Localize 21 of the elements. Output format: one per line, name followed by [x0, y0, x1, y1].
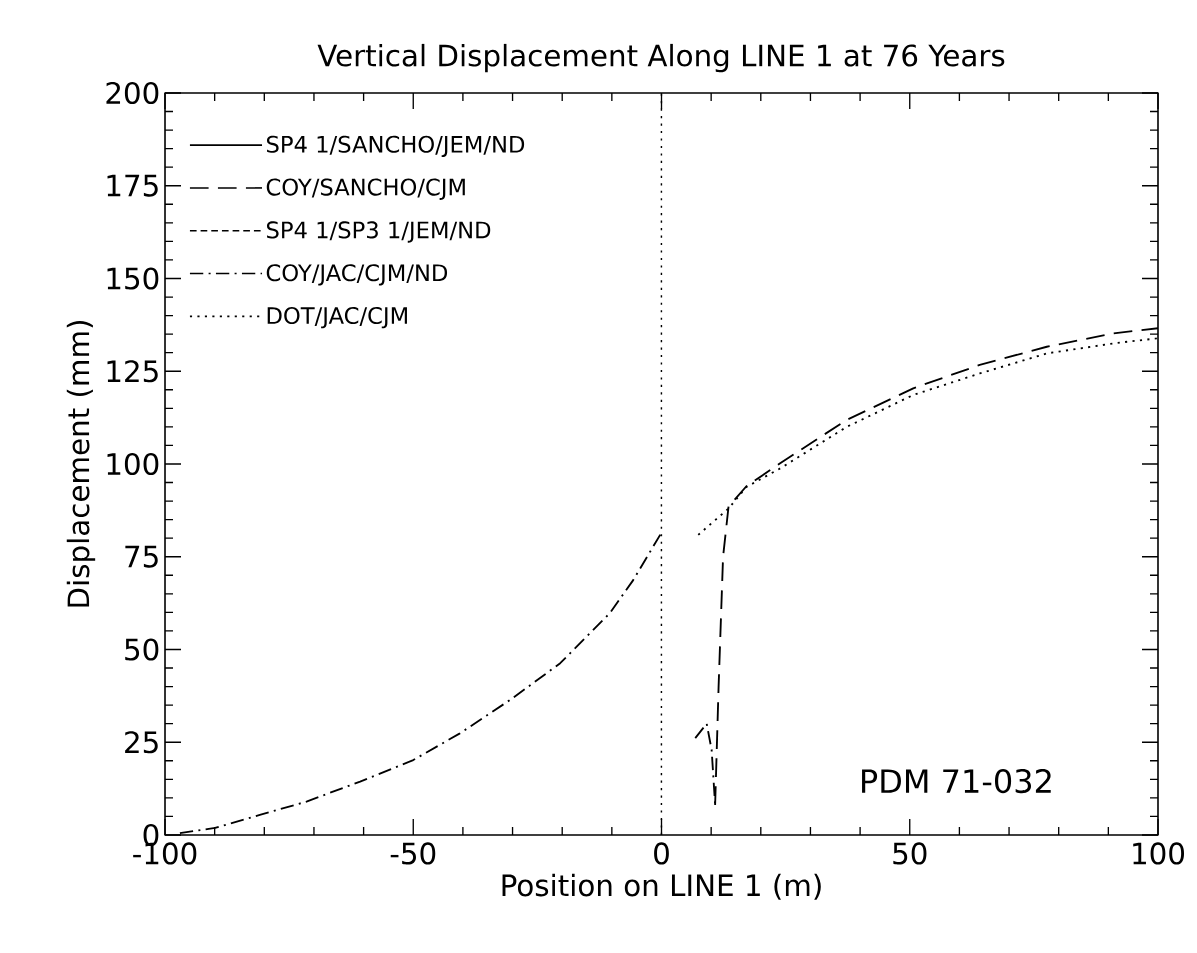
x-tick-label: 100 [1133, 842, 1185, 865]
y-axis-title: Displacement (mm) [66, 321, 96, 607]
legend-label: COY/JAC/CJM/ND [266, 264, 448, 286]
legend-label: COY/SANCHO/CJM [266, 178, 465, 200]
legend-label: DOT/JAC/CJM [267, 306, 407, 329]
legend-label: SP4 1/SP3 1/JEM/ND [266, 221, 491, 243]
x-tick-label: 0 [654, 842, 669, 865]
legend-label: SP4 1/SANCHO/JEM/ND [266, 135, 525, 158]
y-tick-label: 75 [125, 545, 158, 568]
y-tick-label: 175 [107, 174, 158, 197]
y-tick-label: 200 [106, 81, 159, 105]
y-tick-label: 150 [107, 267, 159, 290]
y-tick-label: 25 [125, 731, 158, 754]
y-tick-label: 100 [107, 452, 159, 476]
y-tick-label: 50 [125, 638, 159, 661]
x-tick-label: 50 [893, 842, 927, 865]
y-tick-label: 125 [107, 360, 158, 383]
chart-title: Vertical Displacement Along LINE 1 at 76 Years [317, 43, 1005, 73]
x-tick-label: -50 [390, 842, 436, 865]
annotation: PDM 71-032 [862, 768, 1051, 794]
x-axis-title: Position on LINE 1 (m) [502, 873, 821, 900]
